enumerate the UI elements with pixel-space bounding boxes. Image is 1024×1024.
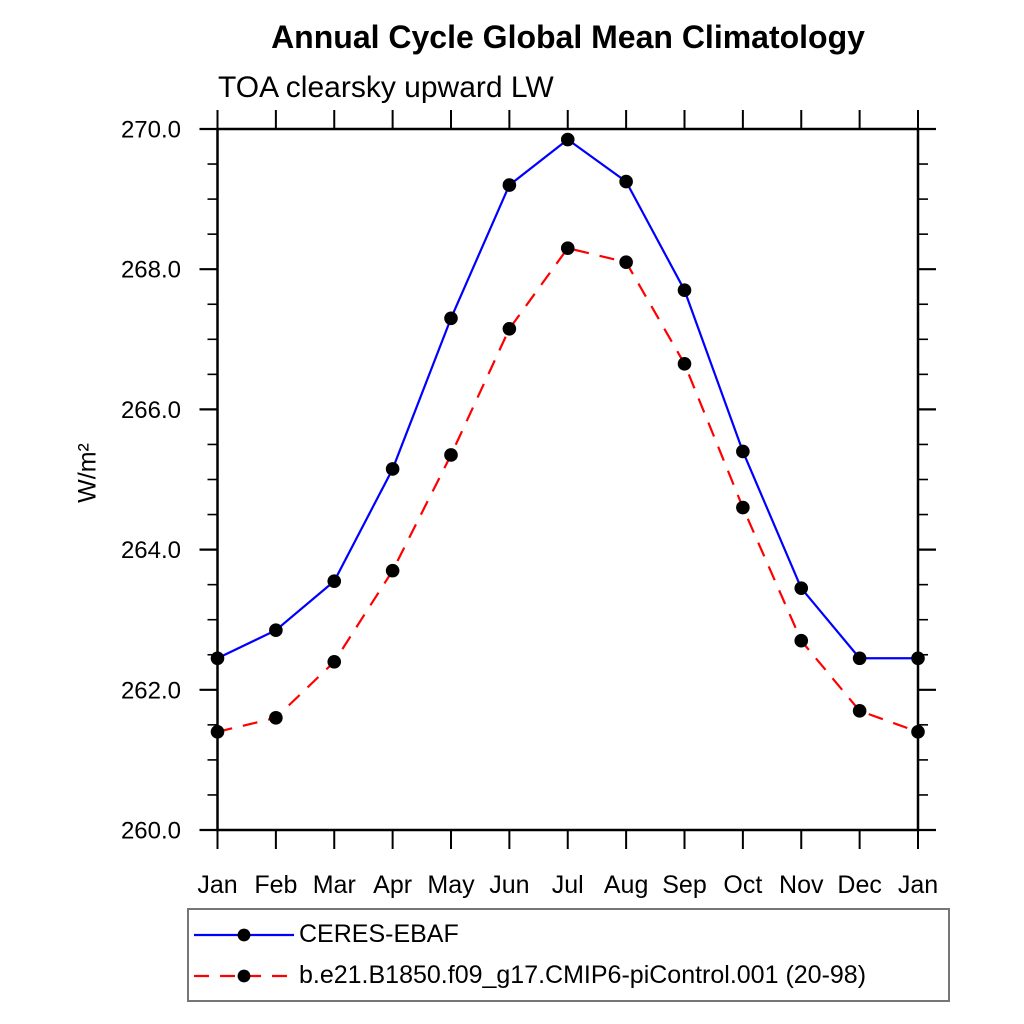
data-point bbox=[502, 321, 517, 336]
x-tick-label: Jan bbox=[898, 871, 938, 899]
legend-swatch-dashed-line bbox=[194, 969, 294, 982]
x-tick-label: Nov bbox=[779, 871, 824, 899]
data-point bbox=[677, 357, 692, 371]
data-point bbox=[619, 255, 633, 269]
data-point bbox=[502, 178, 517, 192]
y-tick-label: 262.0 bbox=[121, 677, 181, 704]
legend-label: b.e21.B1850.f09_g17.CMIP6-piControl.001 … bbox=[299, 961, 867, 989]
y-tick-label: 260.0 bbox=[121, 818, 181, 845]
x-tick-label: Oct bbox=[723, 871, 762, 899]
data-point bbox=[269, 623, 283, 638]
x-tick-label: Jan bbox=[197, 871, 237, 899]
data-point bbox=[385, 563, 400, 578]
data-point bbox=[852, 651, 867, 666]
axis-ticks bbox=[199, 110, 936, 849]
data-point bbox=[269, 711, 283, 725]
chart-frame bbox=[216, 127, 920, 832]
legend-item: CERES-EBAF bbox=[191, 914, 948, 955]
x-tick-label: Dec bbox=[837, 871, 881, 899]
data-point bbox=[677, 283, 692, 298]
x-tick-label: May bbox=[427, 871, 475, 899]
page-title: Annual Cycle Global Mean Climatology bbox=[271, 19, 865, 55]
data-point bbox=[444, 448, 458, 462]
data-point bbox=[794, 633, 809, 648]
y-tick-label: 270.0 bbox=[121, 117, 181, 144]
data-point bbox=[560, 132, 575, 147]
data-point bbox=[385, 462, 400, 476]
series-line-1 bbox=[217, 246, 919, 733]
y-tick-label: 264.0 bbox=[121, 537, 181, 564]
data-point bbox=[444, 311, 458, 326]
legend-item: b.e21.B1850.f09_g17.CMIP6-piControl.001 … bbox=[191, 955, 948, 996]
x-tick-label: Aug bbox=[604, 871, 648, 899]
data-point bbox=[794, 581, 809, 595]
data-point bbox=[852, 704, 867, 718]
legend-label: CERES-EBAF bbox=[299, 920, 459, 948]
series-line-0 bbox=[217, 138, 918, 660]
y-tick-label: 268.0 bbox=[121, 257, 181, 284]
data-point bbox=[736, 444, 750, 459]
legend: CERES-EBAF b.e21.B1850.f09_g17.CMIP6-piC… bbox=[187, 908, 950, 1002]
legend-marker-icon bbox=[237, 969, 251, 982]
x-tick-label: Apr bbox=[373, 871, 412, 899]
x-tick-label: Jul bbox=[552, 871, 584, 899]
data-point bbox=[560, 241, 575, 255]
legend-swatch-solid-line bbox=[194, 928, 294, 941]
axis-labels: Jan Feb Mar Apr May Jun Jul Aug Sep Oct Nov Dec Jan 2… bbox=[121, 117, 938, 900]
data-point bbox=[736, 500, 750, 515]
data-point bbox=[327, 574, 342, 588]
y-tick-label: 266.0 bbox=[121, 397, 181, 424]
x-tick-label: Mar bbox=[313, 871, 356, 899]
legend-marker-icon bbox=[237, 928, 251, 941]
x-tick-label: Feb bbox=[254, 871, 297, 899]
x-tick-label: Sep bbox=[662, 871, 706, 899]
series-group bbox=[210, 132, 925, 739]
plot-subtitle: TOA clearsky upward LW bbox=[218, 71, 554, 104]
data-point bbox=[327, 654, 342, 669]
data-point bbox=[619, 174, 633, 189]
x-tick-label: Jun bbox=[489, 871, 529, 899]
